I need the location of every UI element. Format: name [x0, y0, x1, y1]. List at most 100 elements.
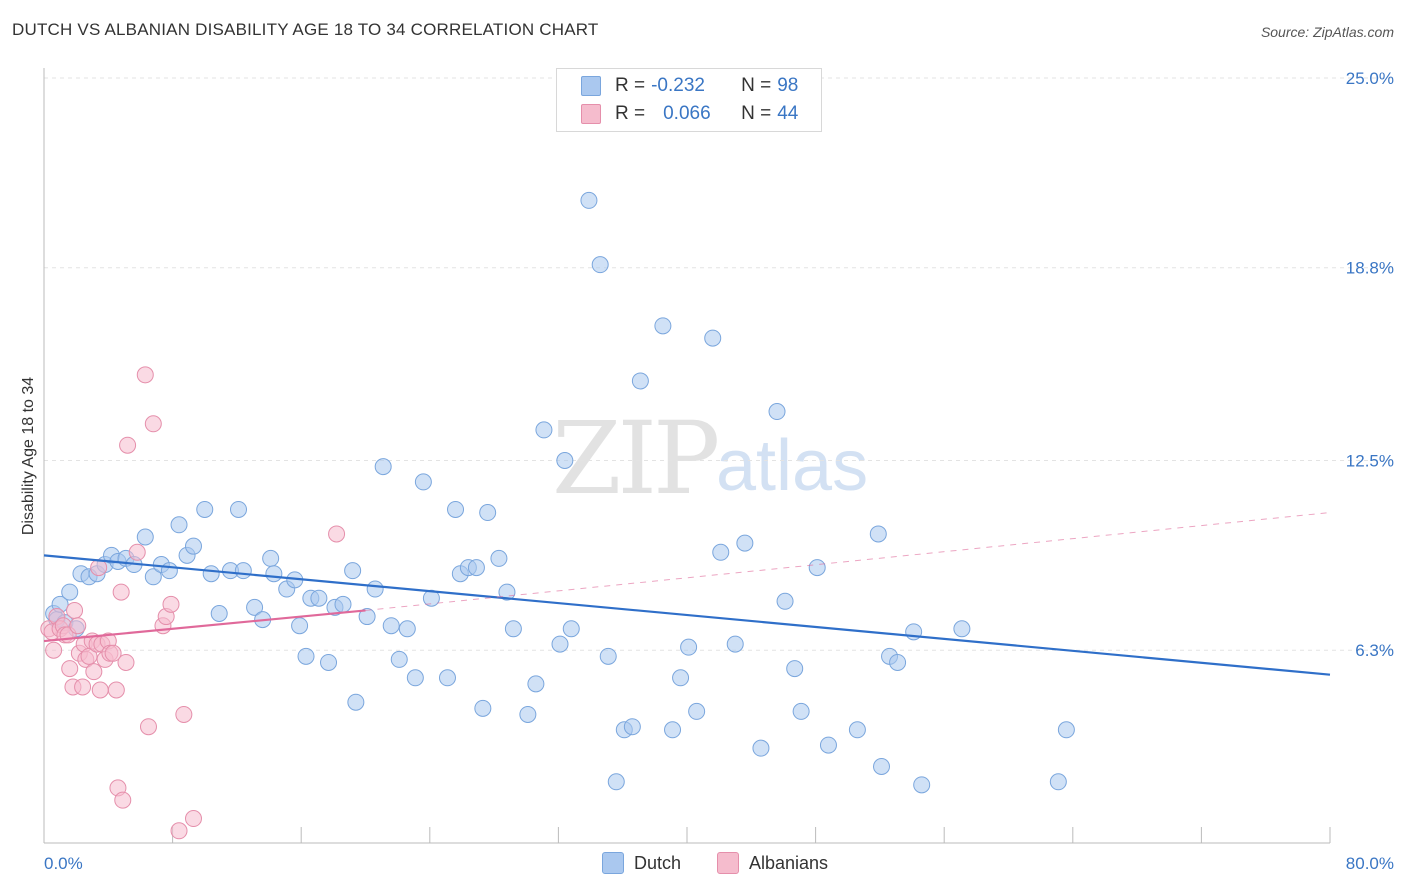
x-tick-label: 80.0%: [1346, 854, 1394, 873]
dutch-point: [414, 473, 432, 491]
dutch-point: [406, 669, 424, 687]
dutch-point: [297, 647, 315, 665]
albanian-point: [144, 415, 162, 433]
albanian-point: [112, 583, 130, 601]
y-tick-label: 12.5%: [1346, 452, 1394, 471]
dutch-point: [688, 702, 706, 720]
dutch-point: [184, 537, 202, 555]
legend-n-label: N =: [741, 75, 772, 96]
dutch-point: [438, 669, 456, 687]
albanian-point: [162, 595, 180, 613]
dutch-point: [467, 559, 485, 577]
dutch-point: [320, 653, 338, 671]
dutch-point: [680, 638, 698, 656]
dutch-point: [1057, 721, 1075, 739]
dutch-point: [479, 504, 497, 522]
dutch-point: [144, 568, 162, 586]
dutch-point: [398, 620, 416, 638]
legend-item-albanians[interactable]: Albanians: [717, 852, 828, 874]
legend-r-value: -0.232: [651, 75, 705, 96]
albanian-point: [91, 681, 109, 699]
y-tick-label: 18.8%: [1346, 259, 1394, 278]
dutch-point: [913, 776, 931, 794]
albanian-point: [45, 641, 63, 659]
correlation-legend: R = -0.232 N = 98 R = 0.066 N = 44: [556, 68, 822, 132]
dutch-point: [358, 608, 376, 626]
chart-title: DUTCH VS ALBANIAN DISABILITY AGE 18 TO 3…: [12, 20, 599, 39]
legend-row-dutch: R = -0.232 N = 98: [581, 73, 798, 99]
dutch-point: [556, 452, 574, 469]
albanian-points: [40, 366, 346, 840]
dutch-point: [210, 605, 228, 622]
albanian-point: [61, 660, 79, 678]
dutch-point: [562, 620, 580, 638]
legend-row-albanians: R = 0.066 N = 44: [581, 101, 798, 127]
legend-swatch-dutch: [602, 852, 624, 874]
albanian-point: [74, 678, 92, 696]
dutch-point: [535, 421, 553, 439]
legend-n-label: N =: [741, 103, 772, 124]
legend-swatch-albanians: [717, 852, 739, 874]
dutch-point: [136, 528, 154, 546]
legend-swatch-albanians: [581, 104, 601, 124]
legend-r-label: R =: [615, 75, 646, 96]
dutch-point: [704, 329, 722, 347]
dutch-point: [768, 403, 786, 421]
dutch-point: [654, 317, 672, 335]
dutch-point: [848, 721, 866, 739]
dutch-point: [672, 669, 690, 687]
dutch-point: [551, 635, 569, 653]
albanian-point: [85, 663, 103, 681]
dutch-point: [160, 562, 178, 580]
dutch-point: [422, 589, 440, 607]
dutch-point: [474, 699, 492, 717]
albanian-point: [128, 543, 146, 561]
albanian-point: [114, 791, 132, 809]
dutch-point: [786, 660, 804, 678]
dutch-point: [1049, 773, 1067, 791]
dutch-point: [334, 595, 352, 613]
dutch-point: [61, 583, 79, 601]
albanian-point: [119, 436, 137, 454]
dutch-point: [390, 650, 408, 668]
albanian-point: [184, 810, 202, 828]
dutch-point: [607, 773, 625, 791]
albanian-point: [328, 525, 346, 543]
dutch-point: [310, 589, 328, 607]
y-axis-label: Disability Age 18 to 34: [20, 377, 37, 535]
dutch-point: [202, 565, 220, 583]
watermark-atlas: atlas: [716, 426, 869, 506]
dutch-point: [196, 500, 214, 518]
dutch-point: [344, 562, 362, 580]
y-tick-label: 6.3%: [1355, 641, 1394, 660]
dutch-point: [953, 620, 971, 638]
x-tick-label: 0.0%: [44, 854, 83, 873]
dutch-point: [504, 620, 522, 638]
series-legend: Dutch Albanians: [0, 850, 1406, 880]
dutch-point: [873, 758, 891, 775]
legend-label-dutch: Dutch: [634, 852, 682, 873]
albanian-point: [175, 705, 193, 723]
dutch-trend-line: [43, 554, 1331, 676]
albanian-point: [139, 718, 157, 736]
albanian-point: [69, 617, 87, 635]
dutch-point: [869, 525, 887, 543]
legend-item-dutch[interactable]: Dutch: [602, 852, 681, 874]
dutch-point: [599, 647, 617, 665]
dutch-point: [889, 653, 907, 671]
dutch-point: [246, 598, 264, 616]
dutch-point: [808, 559, 826, 577]
watermark-zip: ZIP: [552, 400, 720, 517]
albanian-point: [104, 644, 122, 662]
dutch-point: [170, 516, 188, 534]
dutch-point: [265, 565, 283, 583]
dutch-point: [490, 549, 508, 567]
dutch-point: [291, 617, 309, 635]
dutch-point: [382, 617, 400, 635]
dutch-point: [792, 702, 810, 720]
dutch-point: [366, 580, 384, 598]
dutch-point: [776, 592, 794, 610]
dutch-point: [664, 721, 682, 739]
source-credit: Source: ZipAtlas.com: [1260, 24, 1394, 40]
dutch-point: [447, 500, 465, 518]
